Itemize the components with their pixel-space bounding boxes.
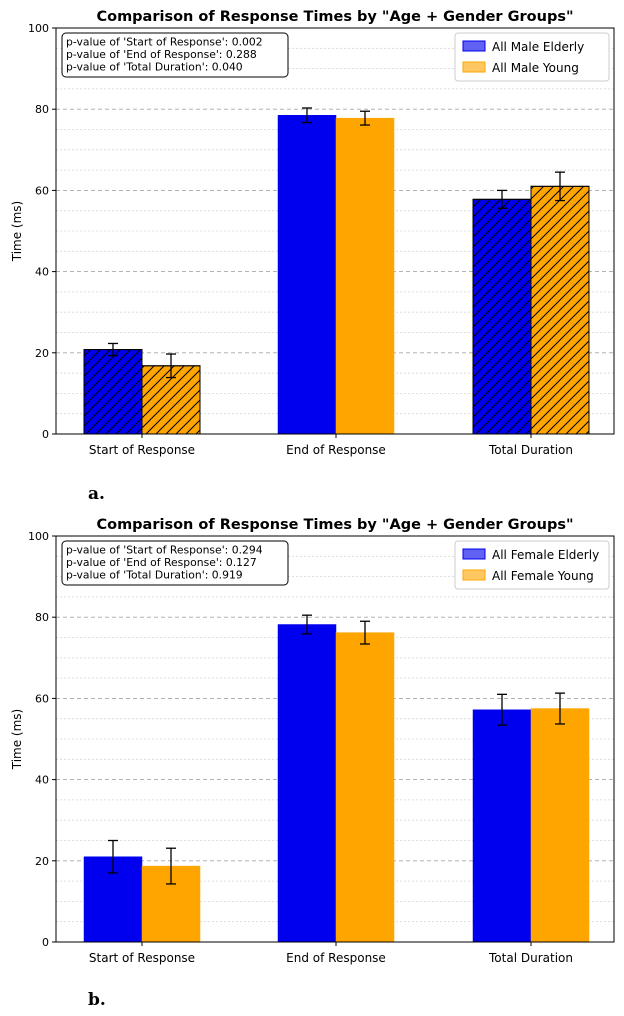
y-tick-label: 60 [35, 184, 49, 197]
legend-label: All Female Young [492, 569, 594, 583]
annotation-box [61, 540, 289, 586]
bar-series1 [277, 115, 337, 435]
x-tick-label: Total Duration [488, 951, 573, 965]
bar-series2 [335, 632, 395, 943]
x-tick-label: Start of Response [89, 951, 195, 965]
plot-frame [55, 535, 615, 943]
x-tick-label: End of Response [286, 443, 386, 457]
y-tick-label: 20 [35, 347, 49, 360]
legend-label: All Male Elderly [492, 40, 584, 54]
y-tick-label: 60 [35, 692, 49, 705]
chart-a: Comparison of Response Times by "Age + G… [10, 9, 615, 457]
legend-box [454, 540, 610, 590]
y-tick-label: 80 [35, 611, 49, 624]
y-tick-label: 100 [28, 530, 49, 543]
plot-frame [55, 27, 615, 435]
y-tick-label: 80 [35, 103, 49, 116]
chart-panel-b: Comparison of Response Times by "Age + G… [0, 508, 624, 1016]
y-tick-label: 40 [35, 266, 49, 279]
y-tick-label: 0 [42, 936, 49, 949]
x-tick-label: End of Response [286, 951, 386, 965]
bar-series2 [335, 117, 395, 435]
bar-hatch [83, 349, 143, 435]
bar-series2 [530, 708, 590, 943]
legend-label: All Female Elderly [492, 548, 599, 562]
legend-swatch [462, 40, 486, 52]
legend-swatch [462, 569, 486, 581]
chart-panel-a: Comparison of Response Times by "Age + G… [10, 9, 615, 504]
legend-box [454, 32, 610, 82]
chart-title: Comparison of Response Times by "Age + G… [96, 9, 573, 25]
chart-title: Comparison of Response Times by "Age + G… [96, 517, 573, 533]
annotation-box [61, 32, 289, 78]
annotation-line: p-value of 'Start of Response': 0.002 [66, 36, 263, 49]
bar-series1 [277, 624, 337, 943]
bar-hatch [530, 185, 590, 435]
y-tick-label: 20 [35, 855, 49, 868]
legend-swatch [462, 61, 486, 73]
x-tick-label: Start of Response [89, 443, 195, 457]
x-tick-label: Total Duration [488, 443, 573, 457]
y-axis-label: Time (ms) [10, 709, 24, 771]
annotation-line: p-value of 'End of Response': 0.127 [66, 556, 257, 569]
annotation-line: p-value of 'Start of Response': 0.294 [66, 544, 263, 557]
bar-series1 [472, 709, 532, 943]
y-tick-label: 40 [35, 774, 49, 787]
annotation-line: p-value of 'Total Duration': 0.919 [66, 569, 243, 582]
chart-b: Comparison of Response Times by "Age + G… [10, 517, 615, 965]
legend-swatch [462, 548, 486, 560]
legend-label: All Male Young [492, 61, 579, 75]
annotation-line: p-value of 'Total Duration': 0.040 [66, 61, 243, 74]
annotation-line: p-value of 'End of Response': 0.288 [66, 48, 257, 61]
y-tick-label: 0 [42, 428, 49, 441]
y-tick-label: 100 [28, 22, 49, 35]
panel-label-b: b. [88, 990, 106, 1010]
y-axis-label: Time (ms) [10, 201, 24, 263]
bar-hatch [472, 198, 532, 435]
panel-label-a: a. [88, 484, 105, 504]
